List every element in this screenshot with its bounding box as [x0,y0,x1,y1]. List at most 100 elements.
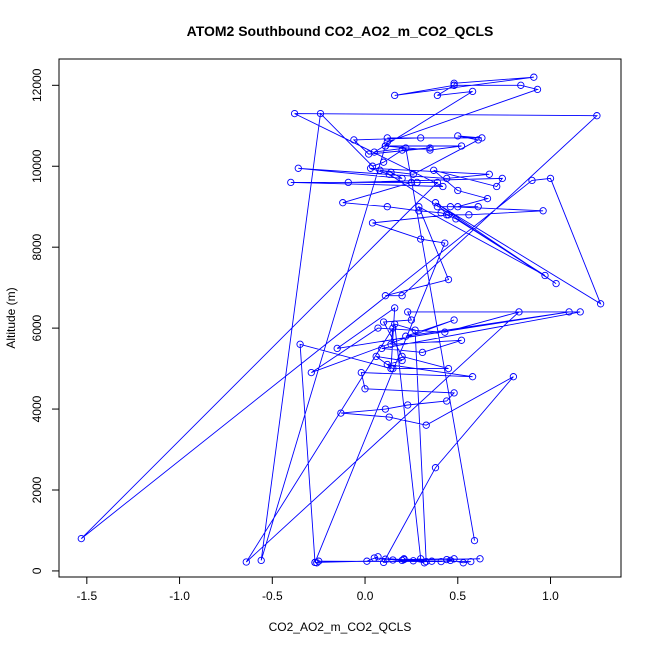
data-point [426,146,434,154]
data-point [378,344,386,353]
data-point [333,344,341,353]
data-point [389,364,397,373]
data-point [483,194,492,203]
x-tick-label: 1.0 [542,589,559,603]
data-point [398,356,406,365]
data-point [379,158,388,166]
data-point [415,203,423,211]
data-point [478,134,486,142]
data-point [307,368,315,377]
y-axis-label: Altitude (m) [4,287,18,348]
data-point [391,91,399,100]
data-point [398,146,406,154]
data-point [541,271,549,280]
data-point [450,79,458,87]
data-point [315,557,323,565]
series-line [80,76,602,564]
plot-frame [58,58,622,578]
data-point [517,81,525,89]
data-point [381,292,390,300]
data-point [361,385,369,393]
data-point [565,308,573,316]
y-tick-label: 10000 [30,149,44,183]
data-point [389,556,397,564]
x-tick-label: -1.5 [76,589,97,603]
data-point [593,112,601,120]
data-point [428,557,436,565]
data-point [313,559,321,567]
x-tick-label: 0.0 [357,589,374,603]
data-point [417,235,425,243]
data-point [402,144,410,152]
data-point [443,174,451,183]
data-point [431,464,440,472]
data-point [450,389,458,397]
data-point [446,556,455,565]
data-point [422,557,430,566]
data-point [476,555,484,563]
data-point [368,219,377,227]
data-point [433,91,442,100]
data-point [539,207,547,215]
data-point [381,555,390,563]
data-point [339,199,347,207]
data-point [450,81,458,89]
data-point [474,136,482,144]
y-tick-label: 8000 [30,234,44,261]
chart-title: ATOM2 Southbound CO2_AO2_m_CO2_QCLS [187,23,494,39]
data-point [316,109,325,118]
data-point [381,405,390,413]
data-point [242,558,250,566]
data-point [422,421,430,429]
data-point [385,413,393,421]
data-point [398,174,406,183]
x-tick-label: 0.5 [449,589,466,603]
data-point [294,164,302,172]
data-point [398,292,406,300]
data-point [450,316,458,324]
data-point [530,73,538,81]
data-point [441,328,449,336]
data-point [509,373,518,381]
data-point [287,178,295,187]
data-point [370,554,378,562]
data-point [454,186,462,195]
data-point [533,85,542,94]
data-point [474,203,482,211]
data-point [290,109,299,118]
data-point [450,555,458,563]
data-point [409,557,417,565]
data-point [383,203,391,211]
data-point [381,142,390,150]
data-point [296,340,304,348]
data-point [372,352,380,361]
y-tick-label: 2000 [30,476,44,503]
data-point [407,178,416,187]
data-point [368,162,377,170]
data-point [344,178,352,187]
data-point [420,559,429,567]
data-point [470,536,479,545]
data-point [391,304,399,312]
data-point [444,211,453,219]
data-point [387,168,395,176]
data-point [383,134,391,142]
data-point [402,332,410,340]
y-tick-label: 12000 [30,68,44,102]
data-point [387,364,395,373]
data-point [596,300,605,308]
x-tick-label: -0.5 [262,589,283,603]
data-point [468,373,477,381]
data-point [457,142,466,150]
data-point [444,275,453,284]
data-point [415,207,423,215]
data-point [546,174,555,183]
data-point [365,150,373,158]
data-point [407,316,416,324]
data-point [439,182,447,191]
data-point [385,170,393,178]
data-point [366,164,375,172]
data-point [430,166,438,174]
